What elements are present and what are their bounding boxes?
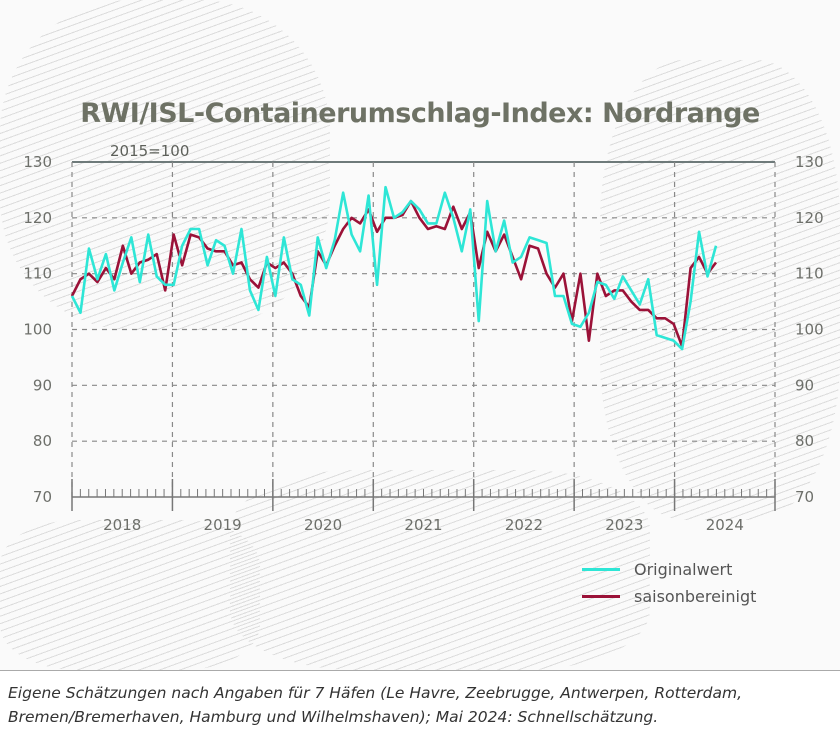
y-tick-label-right: 70 <box>795 488 814 506</box>
footnote: Eigene Schätzungen nach Angaben für 7 Hä… <box>0 670 840 744</box>
background-map-hatch <box>230 470 650 670</box>
background-map-hatch <box>0 0 330 330</box>
chart-subtitle: 2015=100 <box>110 142 190 160</box>
footnote-text: Eigene Schätzungen nach Angaben für 7 Hä… <box>8 684 743 726</box>
x-tick-label: 2024 <box>706 516 744 534</box>
y-tick-label-left: 120 <box>23 209 52 227</box>
y-tick-label-left: 80 <box>33 432 52 450</box>
x-tick-label: 2021 <box>404 516 442 534</box>
x-tick-label: 2022 <box>505 516 543 534</box>
legend-swatch-original <box>582 568 620 571</box>
x-tick-label: 2023 <box>605 516 643 534</box>
y-tick-label-left: 100 <box>23 321 52 339</box>
background-map-hatch <box>0 520 260 670</box>
legend-label: Originalwert <box>634 560 733 579</box>
x-tick-label: 2018 <box>103 516 141 534</box>
y-tick-label-left: 110 <box>23 265 52 283</box>
legend-label: saisonbereinigt <box>634 587 757 606</box>
y-tick-label-left: 90 <box>33 376 52 394</box>
chart-title: RWI/ISL-Containerumschlag-Index: Nordran… <box>80 98 760 129</box>
background-map-hatch <box>600 60 840 520</box>
legend-item-original: Originalwert <box>582 556 756 583</box>
y-tick-label-right: 100 <box>795 321 824 339</box>
y-tick-label-right: 120 <box>795 209 824 227</box>
y-tick-label-right: 80 <box>795 432 814 450</box>
legend-swatch-seasonal <box>582 595 620 598</box>
y-tick-label-left: 130 <box>23 153 52 171</box>
legend-item-seasonal: saisonbereinigt <box>582 583 756 610</box>
y-tick-label-right: 110 <box>795 265 824 283</box>
y-tick-label-right: 130 <box>795 153 824 171</box>
y-tick-label-left: 70 <box>33 488 52 506</box>
y-tick-label-right: 90 <box>795 376 814 394</box>
x-tick-label: 2019 <box>204 516 242 534</box>
legend: Originalwert saisonbereinigt <box>582 556 756 610</box>
line-chart: 70 70 80 80 90 90 100 100 110 110 120 120 130 130 2018… <box>23 153 824 534</box>
x-tick-label: 2020 <box>304 516 342 534</box>
